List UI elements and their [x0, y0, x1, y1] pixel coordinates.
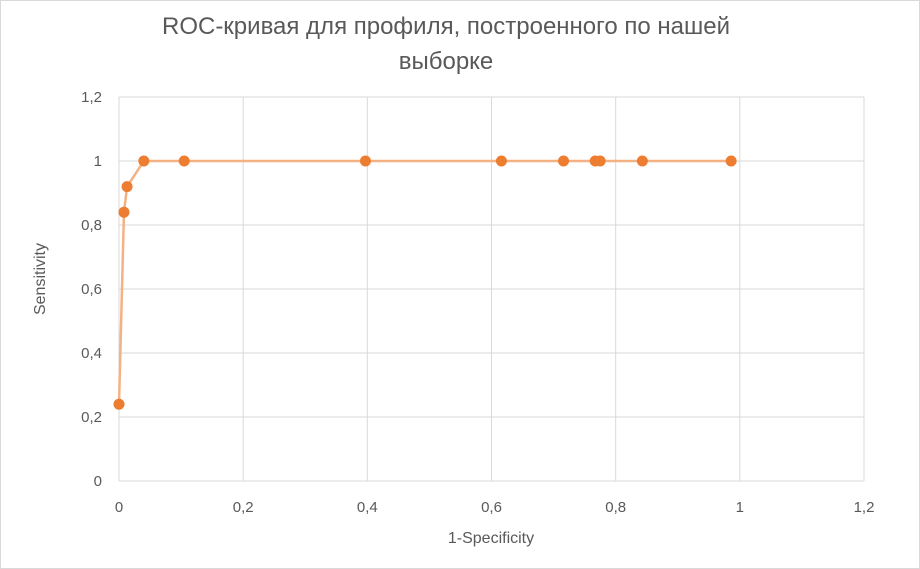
- data-point: [138, 155, 150, 167]
- data-point: [118, 206, 130, 218]
- y-tick-label: 0,8: [81, 217, 102, 234]
- chart-title: ROC-кривая для профиля, построенного по …: [162, 13, 730, 75]
- y-axis-title: Sensitivity: [32, 243, 49, 315]
- y-tick-label: 0,6: [81, 281, 102, 298]
- x-axis-title: 1-Specificity: [448, 530, 534, 547]
- grid: [118, 96, 865, 482]
- data-point: [495, 155, 507, 167]
- data-point: [121, 181, 133, 193]
- x-tick-label: 0,8: [605, 499, 626, 516]
- chart-title-line-1: ROC-кривая для профиля, построенного по …: [162, 13, 730, 40]
- x-tick-label: 1: [736, 499, 744, 516]
- x-tick-label: 0,2: [233, 499, 254, 516]
- y-tick-label: 1,2: [81, 89, 102, 106]
- roc-series: [113, 155, 737, 410]
- y-tick-label: 0,2: [81, 409, 102, 426]
- data-point: [725, 155, 737, 167]
- x-tick-label: 0,4: [357, 499, 378, 516]
- chart-title-line-2: выборке: [399, 48, 494, 75]
- x-tick-label: 1,2: [854, 499, 875, 516]
- data-point: [636, 155, 648, 167]
- x-tick-label: 0,6: [481, 499, 502, 516]
- data-point: [558, 155, 570, 167]
- data-point: [113, 398, 125, 410]
- y-tick-label: 0: [94, 473, 102, 490]
- x-tick-label: 0: [115, 499, 123, 516]
- y-tick-label: 1: [94, 153, 102, 170]
- data-point: [594, 155, 606, 167]
- data-point: [359, 155, 371, 167]
- y-tick-label: 0,4: [81, 345, 102, 362]
- tick-labels: 0 0,2 0,4 0,6 0,8 1 1,2 0 0,2 0,4 0,6 0,8 1 1,2: [81, 89, 874, 516]
- data-point: [178, 155, 190, 167]
- series-line: [117, 159, 732, 405]
